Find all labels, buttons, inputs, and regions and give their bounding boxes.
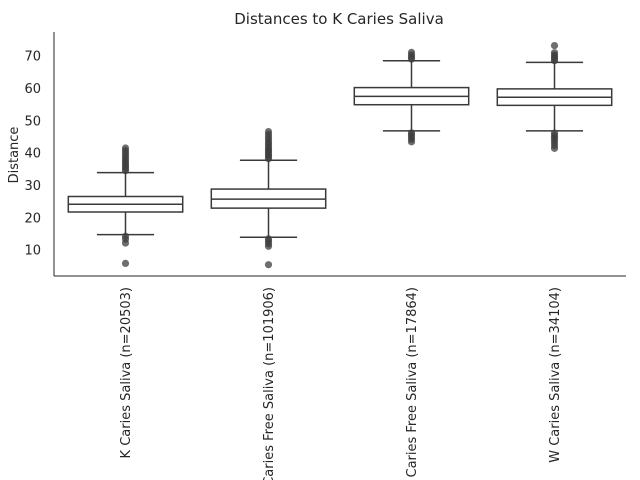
outlier-point	[121, 232, 130, 240]
y-tick-label: 20	[24, 211, 41, 226]
x-tick-label: W Caries Free Saliva (n=17864)	[405, 287, 420, 480]
x-tick-label: W Caries Saliva (n=34104)	[548, 287, 563, 463]
y-tick-label: 40	[24, 147, 41, 162]
y-tick-label: 30	[24, 179, 41, 194]
box-1	[67, 144, 184, 267]
x-tick-label: K Caries Saliva (n=20503)	[119, 287, 134, 458]
box-2	[210, 127, 327, 269]
y-tick-label: 10	[24, 244, 41, 259]
x-tick-labels: K Caries Saliva (n=20503) K Caries Free S…	[119, 287, 563, 480]
plot-area	[67, 41, 613, 269]
outlier-point	[264, 261, 273, 269]
outlier-point	[550, 41, 559, 50]
outlier-point	[407, 48, 416, 56]
outlier-point	[550, 129, 559, 137]
chart-title: Distances to K Caries Saliva	[234, 10, 444, 28]
outlier-point	[264, 235, 273, 243]
outlier-point	[264, 127, 273, 136]
y-tick-label: 70	[24, 50, 41, 65]
y-tick-label: 60	[24, 82, 41, 97]
y-tick-labels: 10 20 30 40 50 60 70	[24, 50, 41, 259]
box-3	[353, 48, 470, 146]
x-tick-label: K Caries Free Saliva (n=101906)	[262, 287, 277, 480]
outlier-point	[550, 49, 559, 57]
outlier-point	[407, 129, 416, 137]
outlier-point	[121, 144, 130, 152]
box-4	[496, 41, 613, 152]
outlier-point	[121, 259, 130, 267]
y-tick-label: 50	[24, 114, 41, 129]
y-axis-label: Distance	[7, 127, 22, 184]
